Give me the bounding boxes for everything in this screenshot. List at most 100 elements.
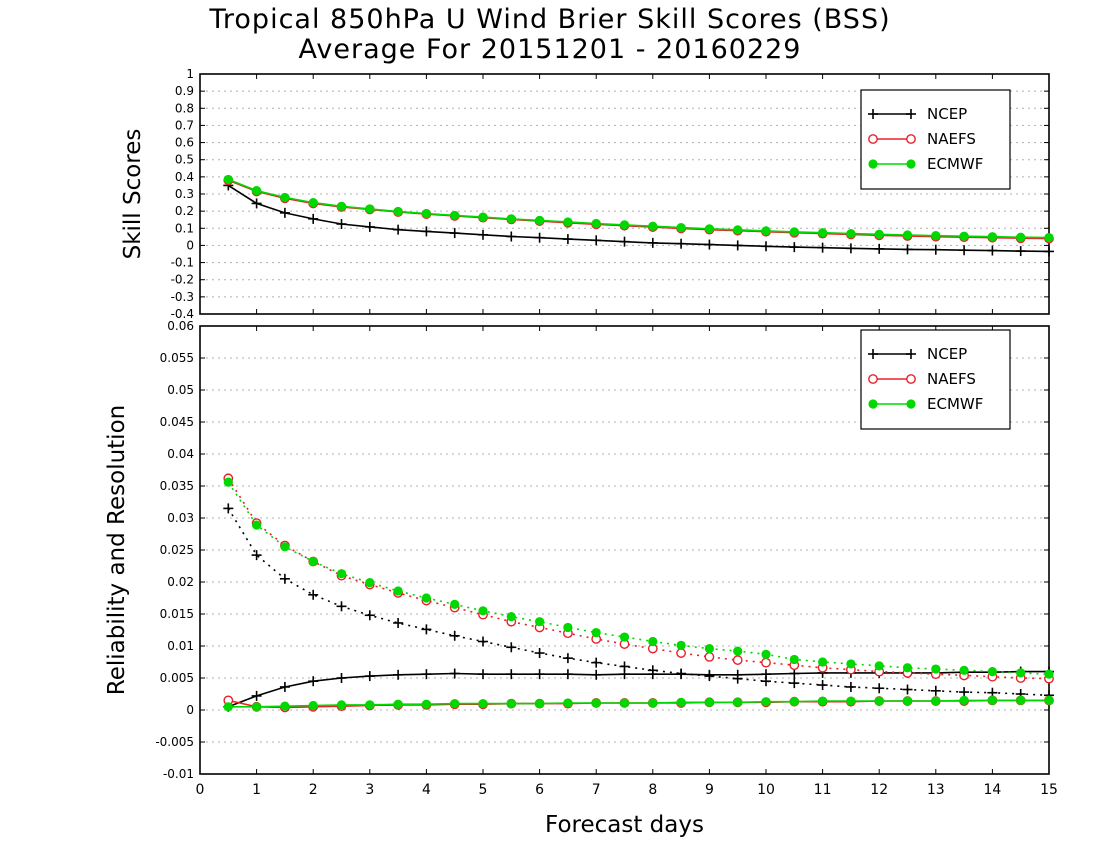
data-point — [393, 206, 403, 217]
data-point — [591, 218, 601, 229]
data-point — [959, 665, 969, 675]
chart-title: Tropical 850hPa U Wind Brier Skill Score… — [209, 4, 891, 35]
bottom-panel-xtick-label: 11 — [814, 782, 832, 798]
bottom-panel-ytick-label: 0.04 — [167, 447, 194, 461]
bottom-panel-xlabel: Forecast days — [545, 812, 704, 838]
top-panel-series-ecmwf-solid — [223, 174, 1054, 243]
bottom-panel-xtick-label: 0 — [196, 782, 205, 798]
top-panel-ytick-label: 0.2 — [175, 204, 194, 218]
top-panel-legend: NCEP NAEFS ECMWF — [860, 89, 1011, 190]
data-point — [478, 212, 488, 222]
data-point — [789, 654, 799, 665]
data-point — [591, 698, 601, 708]
data-point — [280, 542, 290, 552]
data-point — [506, 699, 516, 709]
bottom-panel-xtick-label: 4 — [422, 782, 431, 798]
bottom-panel-ytick-label: 0.06 — [167, 319, 194, 333]
data-point — [280, 192, 290, 203]
data-point — [733, 225, 743, 235]
data-point — [223, 702, 233, 712]
bottom-panel-ytick-label: -0.005 — [155, 735, 194, 749]
data-point — [478, 699, 488, 709]
top-panel-ytick-label: 0.3 — [175, 187, 194, 201]
legend-marker-ecmwf — [868, 159, 878, 169]
data-point — [421, 208, 431, 219]
legend-marker-naefs — [868, 134, 878, 144]
bottom-panel-xtick-label: 9 — [705, 782, 714, 798]
bottom-panel-ytick-label: 0.005 — [160, 671, 194, 685]
top-panel-ytick-label: 0.9 — [175, 84, 194, 98]
data-point — [846, 229, 856, 239]
data-point — [648, 221, 658, 231]
data-point — [450, 699, 460, 709]
top-panel-series-ncep-solid — [223, 180, 1054, 257]
data-point — [648, 698, 658, 708]
series-line — [227, 477, 1050, 680]
data-point — [732, 655, 743, 665]
data-point — [1016, 695, 1026, 706]
bottom-panel: -0.01 -0.005 0 0.005 0.01 0.015 0.02 0.025 0.03 0… — [104, 319, 1058, 838]
data-point — [959, 231, 969, 241]
top-panel-ytick-label: 0.4 — [175, 170, 194, 184]
data-point — [987, 667, 998, 677]
data-point — [789, 697, 799, 707]
bottom-panel-series-ecmwf-solid — [223, 695, 1054, 712]
legend-label-ncep: NCEP — [927, 105, 967, 123]
legend-label-ecmwf: ECMWF — [927, 395, 983, 413]
data-point — [365, 578, 375, 588]
top-panel-ytick-label: -0.3 — [171, 290, 194, 304]
data-point — [308, 556, 318, 567]
top-panel-ytick-label: -0.1 — [171, 256, 194, 270]
bottom-panel-xtick-label: 5 — [479, 782, 488, 798]
data-point — [733, 697, 743, 707]
top-panel: -0.4 -0.3 -0.2 -0.1 0 0.1 0.2 0.3 0.4 0.5 0.6 0.7 0.… — [120, 67, 1050, 321]
legend-label-naefs: NAEFS — [927, 370, 976, 388]
bottom-panel-legend: NCEP NAEFS ECMWF — [860, 329, 1011, 430]
data-point — [308, 700, 318, 711]
data-point — [761, 226, 771, 236]
data-point — [563, 622, 573, 633]
data-point — [1044, 669, 1054, 679]
data-point — [252, 702, 262, 712]
data-point — [959, 695, 969, 706]
series-line — [228, 699, 1049, 708]
top-panel-ytick-label: 0.7 — [175, 118, 194, 132]
data-point — [874, 696, 884, 706]
data-point — [506, 611, 516, 622]
data-point — [874, 661, 884, 671]
data-point — [789, 227, 799, 237]
legend-marker-ecmwf — [906, 399, 916, 409]
bottom-panel-xtick-label: 12 — [870, 782, 888, 798]
legend-label-ecmwf: ECMWF — [927, 155, 983, 173]
data-point — [535, 699, 545, 709]
data-point — [676, 223, 686, 233]
bottom-panel-xtick-label: 7 — [592, 782, 601, 798]
data-point — [704, 697, 715, 707]
data-point — [619, 220, 630, 230]
data-point — [931, 664, 941, 674]
data-point — [648, 636, 658, 647]
top-panel-ytick-label: 0.1 — [175, 221, 194, 235]
data-point — [987, 232, 998, 242]
chart-subtitle: Average For 20151201 - 20160229 — [298, 34, 802, 65]
data-point — [223, 477, 233, 487]
data-point — [676, 648, 686, 658]
bottom-panel-series-ncep-dotted — [223, 503, 1054, 701]
bottom-panel-ytick-label: 0 — [186, 703, 194, 717]
bottom-panel-series-naefs-dotted — [223, 473, 1054, 684]
bottom-panel-ytick-label: 0.02 — [167, 575, 194, 589]
data-point — [393, 586, 403, 596]
top-panel-frame — [199, 73, 1050, 315]
data-point — [535, 215, 545, 225]
data-point — [421, 593, 431, 603]
data-point — [818, 657, 828, 667]
data-point — [902, 663, 913, 673]
bottom-panel-xtick-label: 6 — [535, 782, 544, 798]
data-point — [761, 649, 771, 659]
bottom-panel-xtick-label: 10 — [757, 782, 775, 798]
data-point — [676, 640, 686, 650]
bottom-panel-xtick-label: 14 — [983, 782, 1001, 798]
data-point — [818, 696, 828, 706]
series-line — [228, 178, 1050, 239]
